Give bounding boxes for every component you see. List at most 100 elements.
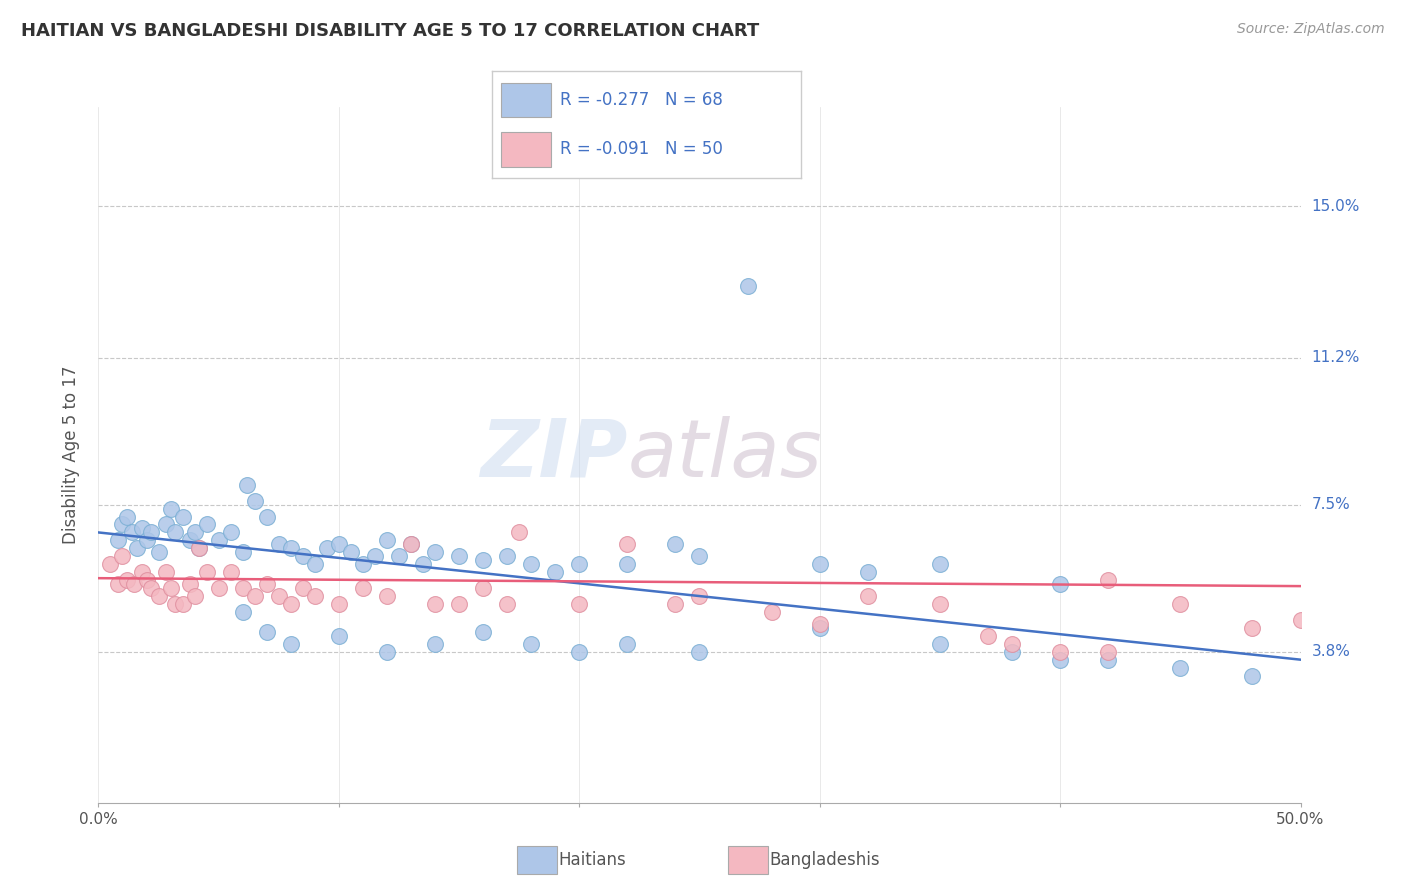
Point: [1049, 577, 1071, 591]
Text: 3.8%: 3.8%: [1312, 644, 1351, 659]
Point: [256, 624, 278, 639]
Point: [520, 558, 543, 572]
FancyBboxPatch shape: [502, 83, 551, 118]
Point: [856, 589, 879, 603]
Point: [352, 558, 374, 572]
Point: [148, 545, 170, 559]
Point: [124, 577, 146, 591]
Point: [508, 525, 530, 540]
Point: [141, 525, 163, 540]
Point: [375, 589, 398, 603]
Text: 11.2%: 11.2%: [1312, 350, 1360, 365]
Point: [100, 558, 122, 572]
Point: [928, 637, 950, 651]
Point: [243, 493, 266, 508]
Point: [179, 533, 201, 548]
Point: [117, 509, 139, 524]
Point: [1289, 613, 1312, 627]
Text: Bangladeshis: Bangladeshis: [769, 851, 880, 869]
Point: [928, 558, 950, 572]
Point: [375, 645, 398, 659]
Point: [256, 509, 278, 524]
Point: [1001, 637, 1024, 651]
Point: [977, 629, 1000, 643]
Point: [399, 537, 422, 551]
Point: [808, 621, 831, 635]
Point: [1241, 621, 1264, 635]
Point: [165, 525, 187, 540]
Point: [304, 558, 326, 572]
Point: [135, 533, 157, 548]
Point: [315, 541, 337, 556]
Text: R = -0.091   N = 50: R = -0.091 N = 50: [560, 141, 723, 159]
Point: [472, 624, 495, 639]
Point: [423, 545, 446, 559]
Text: HAITIAN VS BANGLADESHI DISABILITY AGE 5 TO 17 CORRELATION CHART: HAITIAN VS BANGLADESHI DISABILITY AGE 5 …: [21, 22, 759, 40]
Point: [155, 565, 177, 579]
Point: [121, 525, 143, 540]
Point: [447, 549, 470, 564]
Point: [664, 597, 686, 611]
Point: [412, 558, 434, 572]
Point: [232, 581, 254, 595]
Point: [1170, 660, 1192, 674]
Point: [188, 541, 211, 556]
Point: [340, 545, 363, 559]
Point: [616, 637, 638, 651]
Point: [267, 537, 290, 551]
Point: [172, 509, 194, 524]
Point: [928, 597, 950, 611]
Text: ZIP: ZIP: [479, 416, 627, 494]
FancyBboxPatch shape: [502, 132, 551, 167]
Y-axis label: Disability Age 5 to 17: Disability Age 5 to 17: [62, 366, 80, 544]
Point: [328, 629, 350, 643]
Text: R = -0.277   N = 68: R = -0.277 N = 68: [560, 91, 723, 109]
Point: [1170, 597, 1192, 611]
Point: [165, 597, 187, 611]
Point: [219, 525, 242, 540]
Point: [472, 581, 495, 595]
Point: [179, 577, 201, 591]
Point: [155, 517, 177, 532]
Point: [291, 581, 314, 595]
Point: [172, 597, 194, 611]
Point: [188, 541, 211, 556]
Point: [195, 517, 218, 532]
Point: [664, 537, 686, 551]
Text: Haitians: Haitians: [558, 851, 626, 869]
Point: [423, 637, 446, 651]
Point: [520, 637, 543, 651]
Text: 7.5%: 7.5%: [1312, 497, 1350, 512]
Point: [568, 597, 591, 611]
Point: [1097, 573, 1119, 587]
Point: [208, 533, 231, 548]
Point: [107, 577, 129, 591]
Point: [1049, 653, 1071, 667]
Point: [256, 577, 278, 591]
Point: [1097, 645, 1119, 659]
Point: [616, 558, 638, 572]
Point: [568, 558, 591, 572]
Point: [375, 533, 398, 548]
Point: [148, 589, 170, 603]
Point: [399, 537, 422, 551]
Point: [236, 477, 259, 491]
Point: [808, 558, 831, 572]
Point: [1049, 645, 1071, 659]
Point: [280, 541, 302, 556]
Point: [496, 549, 519, 564]
Point: [107, 533, 129, 548]
Point: [761, 605, 783, 619]
Point: [195, 565, 218, 579]
Point: [364, 549, 387, 564]
Point: [141, 581, 163, 595]
Point: [1241, 668, 1264, 682]
Point: [280, 637, 302, 651]
Point: [111, 549, 134, 564]
Point: [328, 537, 350, 551]
Point: [808, 616, 831, 631]
Point: [1097, 653, 1119, 667]
Point: [688, 589, 710, 603]
Point: [688, 645, 710, 659]
Text: Source: ZipAtlas.com: Source: ZipAtlas.com: [1237, 22, 1385, 37]
